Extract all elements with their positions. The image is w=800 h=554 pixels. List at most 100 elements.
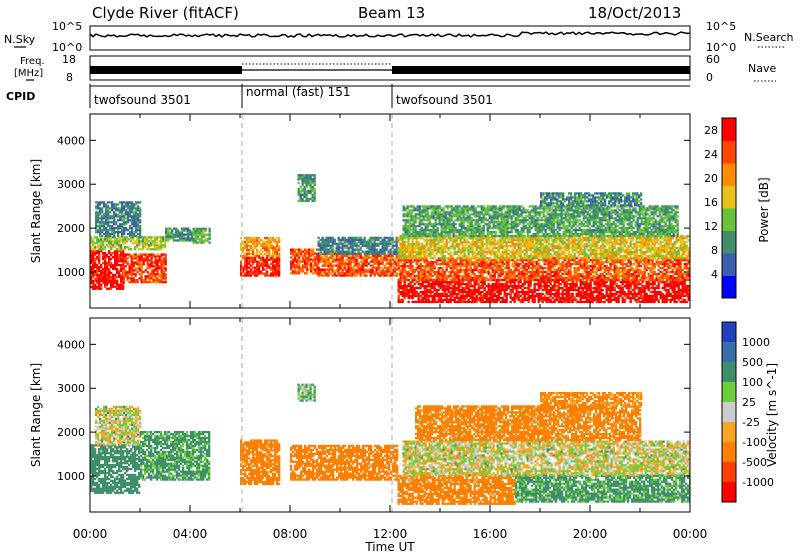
echo-cell: [120, 254, 123, 257]
echo-cell: [595, 288, 598, 292]
echo-cell: [577, 286, 580, 290]
echo-cell: [531, 268, 534, 272]
echo-cell: [175, 229, 178, 232]
echo-cell: [355, 260, 358, 263]
echo-cell: [387, 258, 390, 261]
echo-cell: [123, 232, 126, 236]
echo-cell: [459, 263, 462, 266]
echo-cell: [347, 250, 350, 253]
echo-cell: [120, 236, 123, 239]
echo-cell: [353, 272, 356, 275]
echo-cell: [405, 274, 408, 278]
echo-cell: [144, 255, 147, 258]
echo-cell: [541, 298, 544, 302]
echo-cell: [503, 274, 506, 278]
echo-cell: [349, 270, 352, 273]
echo-cell: [319, 258, 322, 261]
echo-cell: [605, 294, 608, 298]
echo-cell: [329, 248, 332, 251]
echo-cell: [581, 292, 584, 296]
echo-cell: [433, 283, 436, 286]
echo-cell: [599, 274, 602, 278]
echo-cell: [429, 285, 432, 288]
echo-cell: [405, 276, 408, 280]
echo-cell: [311, 178, 314, 181]
echo-cell: [643, 267, 646, 270]
echo-cell: [597, 261, 600, 264]
echo-cell: [619, 274, 622, 278]
echo-cell: [303, 180, 306, 183]
echo-cell: [525, 298, 528, 302]
echo-cell: [102, 254, 105, 257]
echo-cell: [92, 242, 95, 245]
echo-cell: [405, 294, 408, 298]
echo-cell: [455, 278, 458, 282]
echo-cell: [595, 278, 598, 282]
echo-cell: [304, 266, 307, 269]
echo-cell: [597, 259, 600, 262]
echo-cell: [663, 296, 666, 300]
echo-cell: [114, 259, 117, 263]
echo-cell: [311, 195, 314, 199]
echo-cell: [240, 264, 243, 267]
echo-cell: [639, 265, 642, 268]
echo-cell: [150, 281, 153, 284]
echo-cell: [150, 255, 153, 258]
echo-cell: [653, 278, 656, 282]
echo-cell: [341, 268, 344, 271]
echo-cell: [433, 265, 436, 268]
echo-cell: [577, 263, 580, 266]
echo-cell: [571, 288, 574, 292]
echo-cell: [451, 270, 454, 274]
echo-cell: [353, 252, 356, 255]
echo-cell: [264, 258, 267, 261]
echo-cell: [451, 268, 454, 272]
echo-cell: [343, 244, 346, 247]
echo-cell: [641, 281, 644, 284]
echo-cell: [391, 268, 394, 271]
echo-cell: [475, 267, 478, 270]
echo-cell: [413, 270, 416, 274]
echo-cell: [581, 274, 584, 278]
echo-cell: [409, 285, 412, 288]
echo-cell: [393, 240, 396, 243]
echo-cell: [615, 272, 618, 276]
echo-cell: [467, 265, 470, 268]
echo-cell: [651, 276, 654, 280]
echo-cell: [110, 242, 113, 245]
echo-cell: [349, 246, 352, 249]
echo-cell: [264, 260, 267, 263]
echo-cell: [106, 261, 109, 265]
echo-cell: [637, 281, 640, 284]
echo-cell: [583, 281, 586, 284]
echo-cell: [481, 276, 484, 280]
echo-cell: [177, 235, 180, 238]
echo-cell: [567, 290, 570, 294]
echo-cell: [266, 248, 269, 251]
echo-cell: [601, 274, 604, 278]
echo-cell: [173, 239, 176, 242]
echo-cell: [477, 259, 480, 262]
echo-cell: [246, 238, 249, 242]
echo-cell: [167, 233, 170, 236]
echo-cell: [353, 270, 356, 273]
echo-cell: [461, 283, 464, 286]
echo-cell: [453, 261, 456, 264]
echo-cell: [513, 263, 516, 266]
echo-cell: [459, 270, 462, 274]
echo-cell: [433, 298, 436, 302]
echo-cell: [429, 292, 432, 296]
echo-cell: [331, 248, 334, 251]
echo-cell: [605, 290, 608, 294]
echo-cell: [365, 240, 368, 243]
echo-cell: [254, 244, 257, 248]
echo-cell: [118, 248, 121, 251]
echo-cell: [557, 259, 560, 262]
echo-cell: [497, 268, 500, 272]
echo-cell: [547, 285, 550, 288]
echo-cell: [160, 263, 163, 266]
echo-cell: [125, 205, 128, 208]
echo-cell: [290, 266, 293, 269]
echo-cell: [387, 268, 390, 271]
echo-cell: [99, 231, 102, 234]
